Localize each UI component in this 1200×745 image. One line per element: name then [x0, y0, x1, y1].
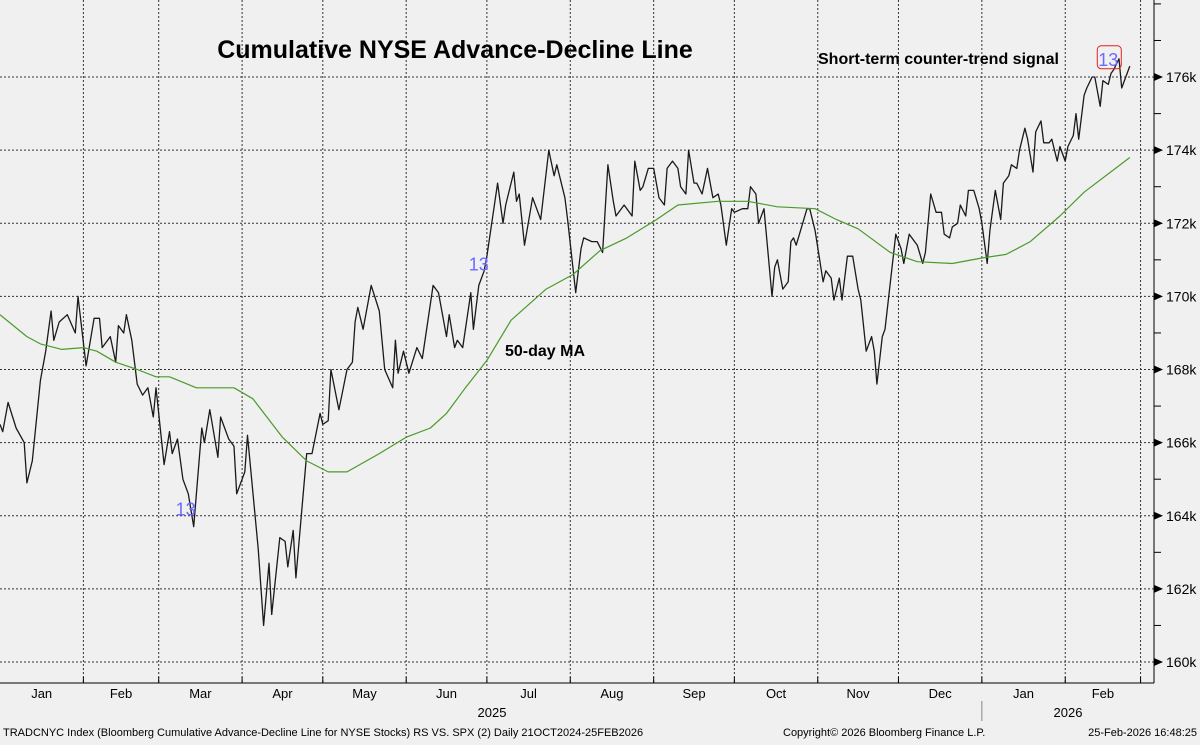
- y-tick-arrow-icon: [1154, 365, 1163, 374]
- x-month-label: Apr: [272, 686, 293, 701]
- y-tick-label: 176k: [1166, 69, 1197, 85]
- axes: 160k 162k 164k 166k 168k 170k 172k 174k 176k Jan F…: [0, 0, 1197, 721]
- y-tick-arrow-icon: [1154, 658, 1163, 666]
- signal-13-label: 13: [176, 499, 196, 519]
- y-tick-arrow-icon: [1154, 219, 1163, 228]
- y-tick-label: 172k: [1166, 215, 1197, 231]
- x-month-label: Aug: [600, 686, 623, 701]
- y-tick-label: 170k: [1166, 288, 1197, 304]
- chart-title: Cumulative NYSE Advance-Decline Line: [217, 36, 693, 64]
- y-tick-arrow-icon: [1154, 73, 1163, 82]
- series-layer: [0, 58, 1131, 627]
- x-month-label: Nov: [847, 686, 871, 701]
- x-month-label: May: [352, 686, 377, 701]
- x-month-label: Feb: [110, 686, 132, 701]
- x-month-label: Jun: [436, 686, 457, 701]
- y-tick-arrow-icon: [1154, 584, 1163, 593]
- x-month-label: Sep: [682, 686, 705, 701]
- y-tick-arrow-icon: [1154, 292, 1163, 301]
- plot-background: [0, 0, 1154, 683]
- x-year-label: 2026: [1054, 705, 1083, 720]
- y-tick-label: 166k: [1166, 435, 1197, 451]
- ad-line: [0, 58, 1131, 627]
- annotations: 13 13 13: [176, 45, 1122, 519]
- x-month-label: Mar: [189, 686, 212, 701]
- signal-13-label: 13: [469, 254, 489, 274]
- ma-50-day-line: [0, 157, 1131, 473]
- y-tick-label: 164k: [1166, 508, 1197, 524]
- y-tick-label: 160k: [1166, 654, 1197, 670]
- ma-label: 50-day MA: [505, 343, 585, 360]
- signal-label: Short-term counter-trend signal: [818, 51, 1059, 68]
- y-tick-arrow-icon: [1154, 438, 1163, 447]
- footer-timestamp: 25-Feb-2026 16:48:25: [1088, 727, 1197, 739]
- footer-source: TRADCNYC Index (Bloomberg Cumulative Adv…: [3, 727, 643, 739]
- signal-box: [1096, 45, 1122, 70]
- x-month-label: Jul: [520, 686, 537, 701]
- x-month-label: Oct: [766, 686, 787, 701]
- x-month-label: Dec: [929, 686, 953, 701]
- y-tick-arrow-icon: [1154, 511, 1163, 520]
- x-month-label: Jan: [1013, 686, 1034, 701]
- signal-13-label: 13: [1098, 50, 1118, 70]
- y-tick-label: 162k: [1166, 581, 1197, 597]
- y-tick-arrow-icon: [1154, 146, 1163, 155]
- footer-copyright: Copyright© 2026 Bloomberg Finance L.P.: [783, 727, 985, 739]
- grid: [0, 0, 1154, 683]
- y-tick-label: 174k: [1166, 142, 1197, 158]
- x-month-label: Feb: [1092, 686, 1114, 701]
- y-tick-label: 168k: [1166, 362, 1197, 378]
- x-year-label: 2025: [478, 705, 507, 720]
- x-month-label: Jan: [31, 686, 52, 701]
